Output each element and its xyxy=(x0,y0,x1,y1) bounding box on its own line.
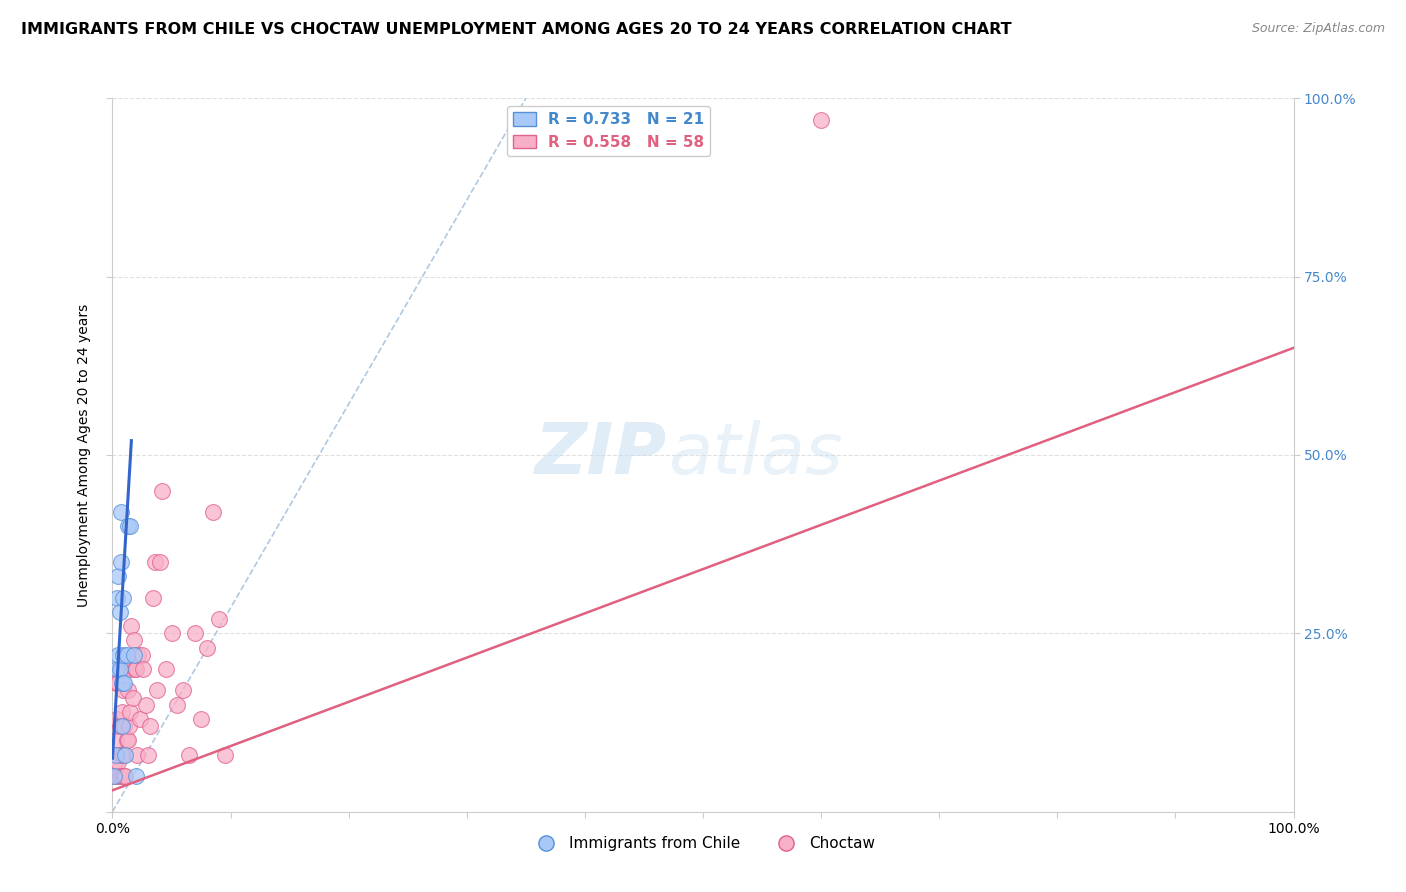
Point xyxy=(120,705,142,719)
Point xyxy=(112,683,135,698)
Point xyxy=(179,747,201,762)
Point xyxy=(117,683,139,698)
Y-axis label: Unemployment Among Ages 20 to 24 years: Unemployment Among Ages 20 to 24 years xyxy=(77,303,91,607)
Point xyxy=(142,591,165,605)
Point xyxy=(105,733,128,747)
Point xyxy=(120,519,142,533)
Point xyxy=(150,483,173,498)
Point xyxy=(195,640,218,655)
Point xyxy=(131,648,153,662)
Point xyxy=(143,555,166,569)
Point xyxy=(114,747,136,762)
Text: atlas: atlas xyxy=(668,420,842,490)
Point xyxy=(110,747,132,762)
Point xyxy=(108,719,131,733)
Point xyxy=(104,719,127,733)
Point xyxy=(184,626,207,640)
Point xyxy=(112,719,135,733)
Point xyxy=(103,769,125,783)
Point xyxy=(105,662,128,676)
Text: ZIP: ZIP xyxy=(536,420,668,490)
Point xyxy=(127,747,149,762)
Point xyxy=(107,755,129,769)
Point xyxy=(105,676,128,690)
Point xyxy=(112,648,135,662)
Point xyxy=(112,747,135,762)
Point xyxy=(115,648,138,662)
Point xyxy=(122,633,145,648)
Point xyxy=(103,769,125,783)
Point xyxy=(139,719,162,733)
Point xyxy=(108,605,131,619)
Point xyxy=(124,662,146,676)
Point xyxy=(132,662,155,676)
Point xyxy=(121,690,143,705)
Point xyxy=(115,655,138,669)
Point xyxy=(201,505,224,519)
Point xyxy=(115,733,138,747)
Point xyxy=(105,712,128,726)
Point xyxy=(160,626,183,640)
Point xyxy=(104,755,127,769)
Point xyxy=(117,733,139,747)
Point xyxy=(146,683,169,698)
Text: Source: ZipAtlas.com: Source: ZipAtlas.com xyxy=(1251,22,1385,36)
Point xyxy=(125,769,148,783)
Point xyxy=(117,519,139,533)
Legend: Immigrants from Chile, Choctaw: Immigrants from Chile, Choctaw xyxy=(524,830,882,857)
Point xyxy=(111,676,134,690)
Point xyxy=(108,662,131,676)
Point xyxy=(114,662,136,676)
Point xyxy=(107,569,129,583)
Point xyxy=(172,683,194,698)
Point xyxy=(105,769,128,783)
Point xyxy=(122,648,145,662)
Point xyxy=(107,676,129,690)
Point xyxy=(136,747,159,762)
Point xyxy=(105,591,128,605)
Point xyxy=(125,662,148,676)
Text: IMMIGRANTS FROM CHILE VS CHOCTAW UNEMPLOYMENT AMONG AGES 20 TO 24 YEARS CORRELAT: IMMIGRANTS FROM CHILE VS CHOCTAW UNEMPLO… xyxy=(21,22,1012,37)
Point xyxy=(155,662,177,676)
Point xyxy=(120,662,142,676)
Point xyxy=(114,769,136,783)
Point xyxy=(111,769,134,783)
Point xyxy=(112,769,135,783)
Point xyxy=(111,705,134,719)
Point xyxy=(166,698,188,712)
Point xyxy=(135,698,157,712)
Point xyxy=(190,712,212,726)
Point xyxy=(105,747,128,762)
Point xyxy=(208,612,231,626)
Point xyxy=(111,719,134,733)
Point xyxy=(127,648,149,662)
Point xyxy=(112,591,135,605)
Point xyxy=(107,648,129,662)
Point xyxy=(112,676,135,690)
Point xyxy=(120,619,142,633)
Point xyxy=(110,505,132,519)
Point xyxy=(110,662,132,676)
Point xyxy=(110,555,132,569)
Point xyxy=(149,555,172,569)
Point xyxy=(108,769,131,783)
Point xyxy=(810,112,832,127)
Point xyxy=(128,712,150,726)
Point xyxy=(118,719,141,733)
Point xyxy=(214,747,236,762)
